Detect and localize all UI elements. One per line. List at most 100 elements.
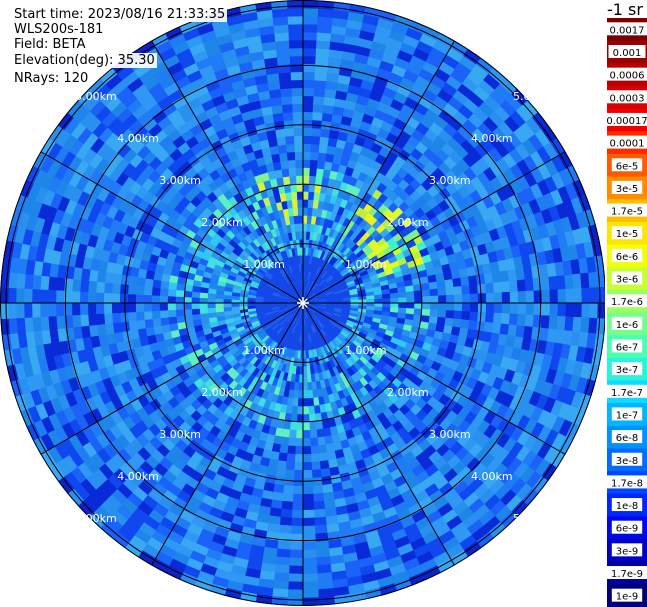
data-cell bbox=[302, 477, 313, 488]
data-cell bbox=[302, 134, 313, 145]
data-cell bbox=[291, 509, 304, 520]
data-cell bbox=[293, 461, 304, 472]
colorbar-label: 0.0003 bbox=[610, 93, 645, 104]
data-cell bbox=[118, 293, 129, 304]
data-cell bbox=[302, 86, 315, 97]
ring-label: 1.00km bbox=[345, 344, 387, 357]
data-cell bbox=[298, 222, 304, 232]
data-cell bbox=[302, 166, 311, 176]
data-cell bbox=[302, 366, 308, 376]
data-cell bbox=[430, 302, 440, 311]
data-cell bbox=[302, 374, 308, 384]
data-cell bbox=[296, 190, 304, 200]
ring-label: 3.00km bbox=[159, 174, 201, 187]
colorbar-label: 1e-8 bbox=[616, 501, 639, 512]
data-cell bbox=[295, 422, 304, 432]
colorbar: 0.00170.0010.00060.00030.000170.00016e-5… bbox=[607, 18, 647, 607]
data-cell bbox=[292, 110, 304, 121]
data-cell bbox=[222, 302, 232, 308]
data-cell bbox=[302, 430, 311, 440]
data-cell bbox=[469, 293, 480, 304]
data-cell bbox=[485, 302, 496, 314]
data-cell bbox=[446, 302, 456, 312]
data-cell bbox=[469, 302, 480, 313]
colorbar-label: 6e-5 bbox=[616, 161, 639, 172]
ring-label: 1.00km bbox=[345, 258, 387, 271]
data-cell bbox=[126, 302, 137, 313]
data-cell bbox=[295, 438, 304, 448]
data-cell bbox=[302, 214, 308, 224]
colorbar-label: 1.7e-7 bbox=[611, 388, 643, 399]
data-cell bbox=[302, 102, 314, 113]
ring-label: 1.00km bbox=[243, 344, 285, 357]
data-cell bbox=[293, 134, 304, 145]
ring-label: 4.00km bbox=[471, 132, 513, 145]
data-cell bbox=[190, 296, 200, 304]
data-cell bbox=[430, 295, 440, 304]
data-cell bbox=[302, 142, 312, 153]
colorbar-label: 1e-9 bbox=[616, 592, 639, 603]
data-cell bbox=[142, 294, 153, 304]
colorbar-label: 3e-6 bbox=[616, 275, 639, 286]
data-cell bbox=[358, 299, 368, 304]
ring-label: 2.00km bbox=[201, 216, 243, 229]
ring-label: 5.00km bbox=[75, 512, 117, 525]
data-cell bbox=[597, 286, 605, 304]
data-cell bbox=[302, 198, 309, 208]
data-cell bbox=[190, 302, 200, 310]
data-cell bbox=[293, 126, 304, 137]
ring-label: 3.00km bbox=[429, 174, 471, 187]
data-cell bbox=[294, 150, 304, 160]
ring-label: 3.00km bbox=[429, 428, 471, 441]
data-cell bbox=[302, 190, 310, 200]
data-cell bbox=[150, 302, 160, 312]
data-cell bbox=[86, 302, 97, 315]
data-cell bbox=[406, 302, 416, 310]
colorbar-label: 0.0017 bbox=[610, 25, 645, 36]
data-cell bbox=[302, 493, 314, 504]
data-cell bbox=[291, 94, 304, 105]
elevation-text: Elevation(deg): 35.30 bbox=[12, 53, 157, 68]
data-cell bbox=[126, 293, 137, 304]
data-cell bbox=[374, 298, 384, 304]
colorbar-label: 3e-7 bbox=[616, 365, 639, 376]
data-cell bbox=[294, 142, 304, 153]
data-cell bbox=[477, 302, 488, 313]
data-cell bbox=[461, 302, 472, 313]
field-text: Field: BETA bbox=[12, 37, 88, 52]
data-cell bbox=[158, 302, 168, 311]
data-cell bbox=[134, 302, 145, 313]
data-cell bbox=[302, 158, 311, 168]
colorbar-label: 1.7e-5 bbox=[611, 207, 643, 218]
data-cell bbox=[94, 291, 105, 304]
data-cell bbox=[501, 302, 512, 315]
colorbar-label: 6e-8 bbox=[616, 433, 639, 444]
data-cell bbox=[302, 398, 309, 408]
data-cell bbox=[302, 174, 311, 184]
data-cell bbox=[134, 293, 145, 304]
data-cell bbox=[477, 293, 488, 304]
colorbar-label: 6e-7 bbox=[616, 342, 639, 353]
data-cell bbox=[102, 292, 113, 304]
data-cell bbox=[198, 297, 208, 304]
data-cell bbox=[302, 126, 313, 137]
nrays-text: NRays: 120 bbox=[12, 71, 91, 86]
data-cell bbox=[295, 166, 304, 176]
ring-label: 4.00km bbox=[117, 470, 159, 483]
colorbar-label: 0.0001 bbox=[610, 139, 645, 150]
colorbar-label: 1e-7 bbox=[616, 410, 639, 421]
data-cell bbox=[302, 485, 314, 496]
data-cell bbox=[597, 302, 605, 320]
data-cell bbox=[102, 302, 113, 314]
colorbar-label: 3e-8 bbox=[616, 456, 639, 467]
data-cell bbox=[238, 302, 248, 307]
data-cell bbox=[297, 390, 304, 400]
colorbar-unit-title: -1 sr bbox=[607, 0, 643, 19]
data-cell bbox=[509, 291, 520, 304]
data-cell bbox=[142, 302, 153, 312]
data-cell bbox=[302, 110, 314, 121]
colorbar-label: 6e-9 bbox=[616, 524, 639, 535]
data-cell bbox=[297, 198, 304, 208]
data-cell bbox=[398, 297, 408, 304]
